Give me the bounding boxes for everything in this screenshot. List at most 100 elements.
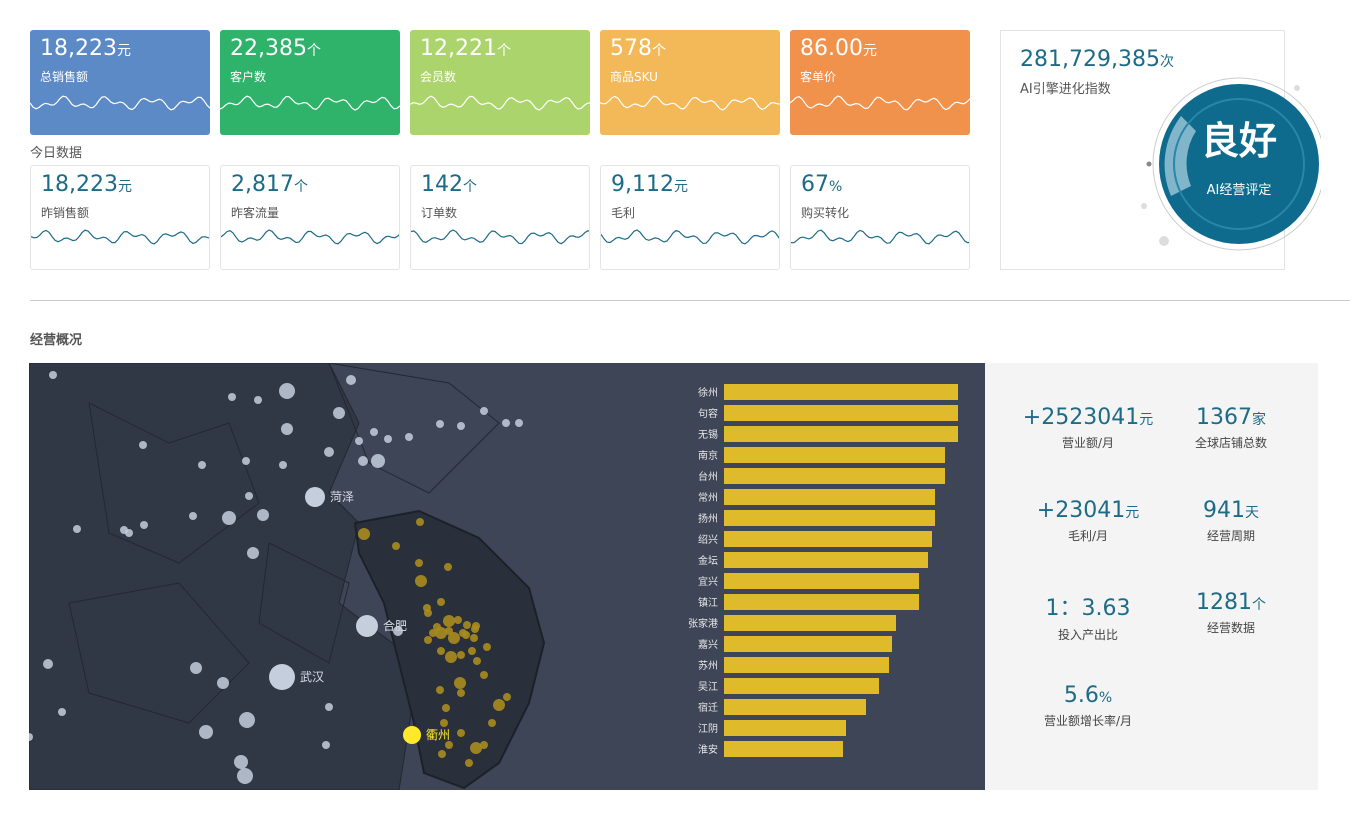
stat: 1281个 经营数据 bbox=[1141, 590, 1321, 636]
kpi-number: 18,223 bbox=[40, 36, 117, 61]
map-dot bbox=[140, 521, 148, 529]
map-dot bbox=[325, 703, 333, 711]
stat-number: 1：3.63 bbox=[1045, 596, 1131, 621]
map-dot bbox=[465, 759, 473, 767]
city-marker bbox=[356, 615, 378, 637]
map-dot bbox=[198, 461, 206, 469]
stat: 1：3.63 投入产出比 bbox=[998, 590, 1178, 643]
map-dot bbox=[454, 616, 462, 624]
map-dot bbox=[424, 609, 432, 617]
city-marker bbox=[269, 664, 295, 690]
map-dot bbox=[457, 422, 465, 430]
bar-label: 无锡 bbox=[698, 428, 718, 441]
stat-value: 5.6% bbox=[998, 683, 1178, 708]
sparkline-path bbox=[221, 229, 399, 245]
sparkline bbox=[601, 229, 779, 245]
city-label: 合肥 bbox=[383, 618, 407, 633]
bar bbox=[724, 573, 919, 589]
bar bbox=[724, 384, 958, 400]
today-card: 67% 购买转化 bbox=[790, 165, 970, 270]
sparkline bbox=[790, 95, 970, 111]
kpi-unit: 个 bbox=[306, 43, 321, 59]
city-marker bbox=[403, 726, 421, 744]
kpi-card: 22,385个 客户数 bbox=[220, 30, 400, 135]
map-dot bbox=[239, 712, 255, 728]
map-dot bbox=[281, 423, 293, 435]
stat-label: 经营周期 bbox=[1206, 528, 1255, 543]
map-dot bbox=[190, 662, 202, 674]
today-label: 昨客流量 bbox=[231, 206, 280, 220]
stat-number: 1281 bbox=[1196, 590, 1252, 615]
map-dot bbox=[242, 457, 250, 465]
bar-label: 金坛 bbox=[698, 554, 718, 567]
ai-unit: 次 bbox=[1159, 54, 1174, 70]
map-dot bbox=[445, 651, 457, 663]
map-dot bbox=[279, 461, 287, 469]
bar-label: 宜兴 bbox=[698, 575, 718, 588]
today-unit: 个 bbox=[463, 179, 477, 195]
map-dot bbox=[454, 677, 466, 689]
bar-label: 张家港 bbox=[688, 617, 718, 630]
map-dot bbox=[448, 632, 460, 644]
sparkline bbox=[31, 229, 209, 245]
sparkline bbox=[410, 95, 590, 111]
stat: 5.6% 营业额增长率/月 bbox=[998, 683, 1178, 729]
sparkline-path bbox=[30, 95, 210, 111]
bar bbox=[724, 720, 846, 736]
ai-value: 281,729,385次 bbox=[1020, 47, 1174, 72]
kpi-card: 86.00元 客单价 bbox=[790, 30, 970, 135]
map-dot bbox=[471, 625, 479, 633]
today-label: 毛利 bbox=[611, 206, 636, 220]
stat-number: +2523041 bbox=[1022, 405, 1140, 430]
bar bbox=[724, 405, 958, 421]
map-dot bbox=[470, 742, 482, 754]
map-dot bbox=[189, 512, 197, 520]
sparkline bbox=[221, 229, 399, 245]
sparkline bbox=[791, 229, 969, 245]
today-title: 今日数据 bbox=[30, 146, 83, 161]
bar bbox=[724, 426, 958, 442]
bar-label: 句容 bbox=[698, 407, 718, 420]
map-dot bbox=[222, 511, 236, 525]
sparkline-path bbox=[600, 95, 780, 111]
kpi-value: 12,221个 bbox=[420, 36, 511, 61]
map-dot bbox=[436, 420, 444, 428]
divider bbox=[30, 300, 1350, 301]
bar-label: 常州 bbox=[698, 491, 718, 504]
bar bbox=[724, 531, 932, 547]
sparkline bbox=[220, 95, 400, 111]
today-unit: 元 bbox=[117, 179, 132, 195]
bar bbox=[724, 699, 866, 715]
ai-value-number: 281,729,385 bbox=[1020, 47, 1160, 72]
stat-unit: 家 bbox=[1252, 412, 1266, 428]
stat-number: 941 bbox=[1203, 497, 1245, 523]
map-dot bbox=[445, 741, 453, 749]
kpi-number: 578 bbox=[610, 36, 652, 61]
map-dot bbox=[405, 433, 413, 441]
map-dot bbox=[515, 419, 523, 427]
sparkline bbox=[600, 95, 780, 111]
map-dot bbox=[324, 447, 334, 457]
ai-rating-label: AI经营评定 bbox=[1207, 183, 1272, 198]
kpi-value: 578个 bbox=[610, 36, 666, 61]
sparkline-path bbox=[791, 229, 969, 245]
map-dot bbox=[254, 396, 262, 404]
today-value: 18,223元 bbox=[41, 172, 132, 197]
map-dot bbox=[429, 629, 437, 637]
bar-label: 江阴 bbox=[698, 723, 718, 735]
sparkline-path bbox=[790, 95, 970, 111]
map-dot bbox=[424, 636, 432, 644]
today-unit: 元 bbox=[673, 179, 688, 195]
kpi-label: 客户数 bbox=[230, 70, 267, 84]
stat-unit: 元 bbox=[1125, 504, 1140, 521]
bar-label: 扬州 bbox=[698, 512, 718, 525]
today-card: 18,223元 昨销售额 bbox=[30, 165, 210, 270]
stat-number: 1367 bbox=[1196, 405, 1252, 430]
kpi-label: 客单价 bbox=[800, 70, 837, 84]
bar bbox=[724, 678, 879, 694]
city-marker bbox=[305, 487, 325, 507]
map-dot bbox=[257, 509, 269, 521]
stat-value: +2523041元 bbox=[998, 405, 1178, 430]
